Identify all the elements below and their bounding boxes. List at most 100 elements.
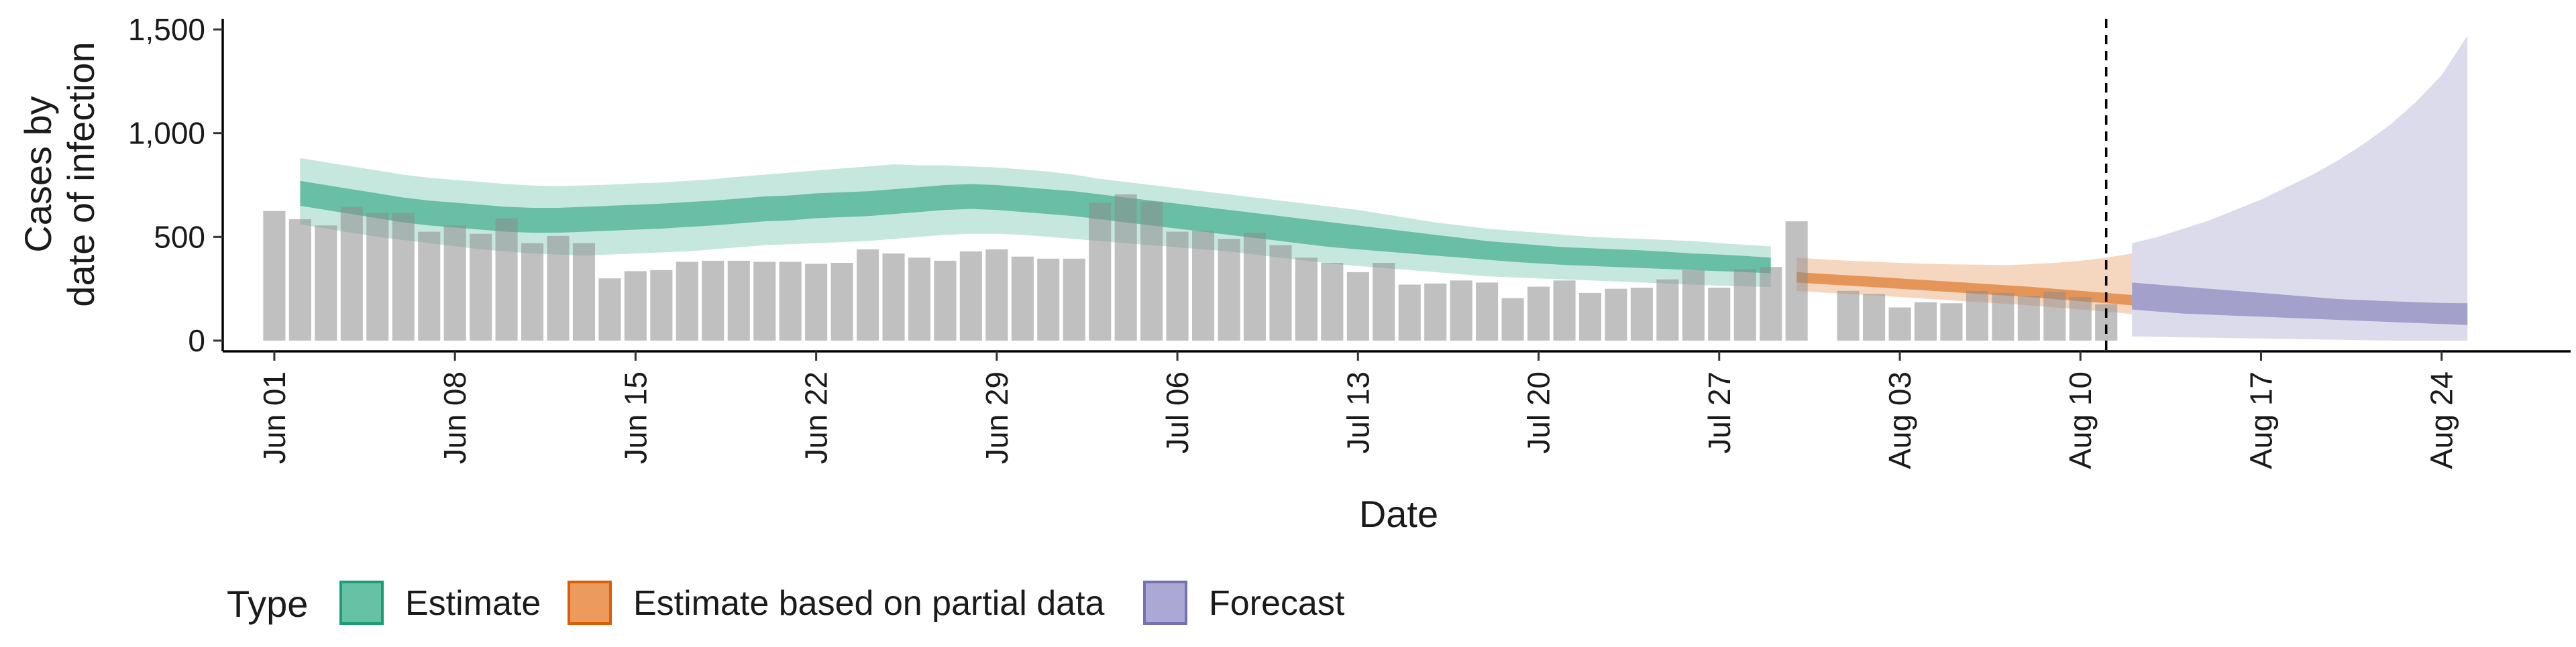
bar — [753, 261, 776, 341]
bar — [1218, 239, 1240, 341]
axes: 0 500 1,000 1,500 Jun 01 Jun 08 Jun 15 Jun 22 Ju… — [128, 12, 2571, 469]
bar — [418, 231, 441, 341]
band-50-estimate — [300, 180, 1771, 274]
bar — [1605, 288, 1627, 341]
bar — [1733, 269, 1756, 341]
bar — [1992, 292, 2015, 341]
bar — [1527, 286, 1550, 341]
bar — [1760, 267, 1782, 341]
bar — [392, 213, 415, 341]
bar — [1785, 221, 1808, 341]
bar — [1321, 263, 1344, 341]
bar — [263, 211, 286, 341]
bar — [1140, 201, 1163, 341]
bar — [1578, 292, 1601, 341]
bar — [882, 253, 905, 341]
y-tick-label: 1,000 — [128, 116, 205, 151]
bar — [1089, 202, 1112, 341]
x-tick-label: Jun 22 — [799, 371, 834, 464]
bar — [470, 233, 492, 341]
bar — [2043, 292, 2066, 341]
legend-label-forecast: Forecast — [1209, 584, 1345, 623]
bar — [985, 249, 1008, 341]
bar — [1940, 303, 1963, 341]
bar — [1011, 256, 1034, 341]
legend: Type Estimate Estimate based on partial … — [227, 581, 1345, 625]
bar — [1837, 290, 1860, 341]
bar — [857, 249, 879, 341]
band-50-forecast — [2132, 282, 2468, 325]
bar — [805, 263, 828, 341]
bar — [830, 263, 853, 341]
bar — [1037, 258, 1060, 341]
bar — [1501, 298, 1524, 341]
bar — [727, 260, 750, 341]
bar — [1346, 272, 1369, 341]
bar — [908, 257, 930, 341]
x-tick-label: Jul 27 — [1702, 371, 1737, 454]
bar — [676, 261, 698, 341]
legend-title: Type — [227, 583, 308, 625]
y-axis-title-line-2: date of infection — [60, 42, 102, 306]
bar — [1295, 257, 1318, 341]
legend-label-estimate: Estimate — [405, 584, 541, 623]
y-axis-title: Cases by date of infection — [17, 42, 102, 306]
y-tick-label: 0 — [188, 323, 205, 358]
bar — [1914, 302, 1937, 341]
bar — [366, 213, 389, 341]
x-tick-label: Aug 24 — [2424, 371, 2459, 469]
band-90-estimate — [300, 158, 1771, 288]
legend-key-forecast — [1143, 581, 1187, 625]
y-tick-label: 500 — [154, 219, 205, 254]
bar — [572, 243, 595, 341]
x-tick-label: Jul 06 — [1160, 371, 1195, 454]
bar — [1888, 307, 1911, 341]
x-tick-label: Jul 13 — [1340, 371, 1375, 454]
bar — [1630, 288, 1653, 341]
bar — [959, 251, 982, 341]
bar — [1476, 282, 1499, 341]
bar — [1424, 283, 1447, 341]
reported-case-bars — [263, 194, 2118, 341]
legend-key-partial — [568, 581, 612, 625]
bar — [1682, 270, 1705, 341]
bar — [1398, 284, 1421, 341]
x-tick-label: Aug 17 — [2244, 371, 2279, 469]
x-tick-label: Aug 10 — [2063, 371, 2098, 469]
x-axis-title: Date — [1359, 493, 1438, 535]
y-axis-title-line-1: Cases by — [17, 96, 59, 252]
bar — [1656, 279, 1679, 341]
legend-label-partial: Estimate based on partial data — [633, 584, 1105, 623]
bar — [598, 278, 621, 341]
x-tick-label: Jun 01 — [257, 371, 292, 464]
bar — [1966, 290, 1988, 341]
bar — [1063, 258, 1085, 341]
bar — [2017, 296, 2040, 341]
x-tick-label: Aug 03 — [1882, 371, 1917, 469]
bar — [521, 243, 544, 341]
bar — [547, 235, 570, 341]
bar — [1708, 288, 1731, 341]
bar — [443, 225, 466, 341]
x-tick-label: Jun 15 — [618, 371, 653, 464]
bar — [624, 271, 647, 341]
x-tick-label: Jul 20 — [1521, 371, 1556, 454]
bar — [1114, 194, 1137, 341]
x-tick-label: Jun 08 — [437, 371, 472, 464]
bar — [495, 218, 518, 341]
bar — [779, 261, 802, 341]
band-90-forecast — [2132, 36, 2468, 341]
bar — [1863, 294, 1886, 341]
bar — [315, 225, 337, 341]
bar — [288, 219, 311, 341]
bar — [1450, 280, 1472, 341]
x-tick-label: Jun 29 — [979, 371, 1014, 464]
y-tick-label: 1,500 — [128, 12, 205, 47]
estimate-bands — [300, 36, 2468, 341]
bar — [1269, 245, 1292, 341]
bar — [1373, 263, 1395, 341]
bar — [1553, 280, 1576, 341]
bar — [340, 207, 363, 341]
